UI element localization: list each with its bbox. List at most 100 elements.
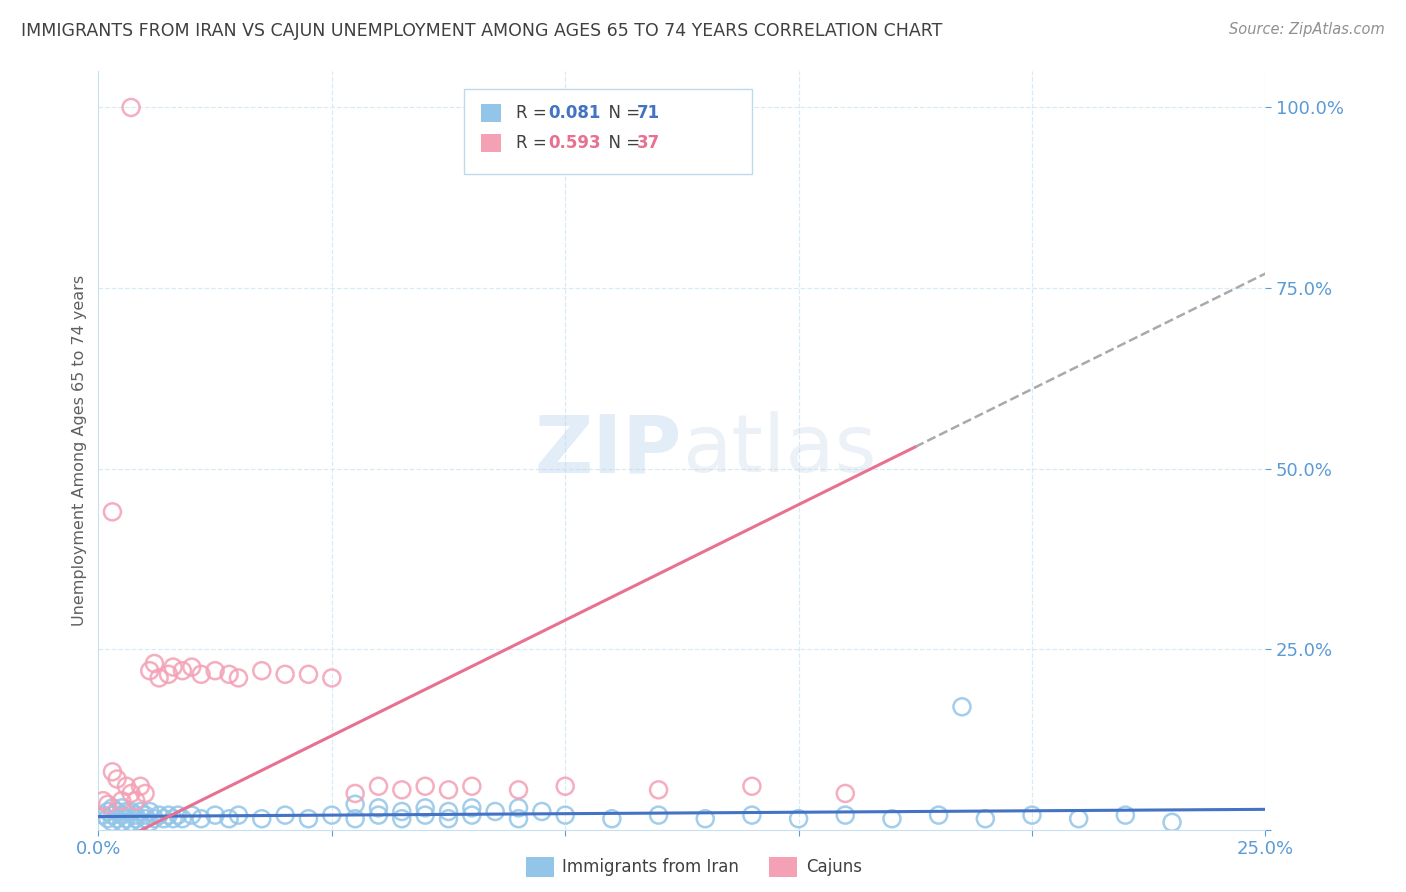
Text: Cajuns: Cajuns [806, 858, 862, 876]
Text: 0.081: 0.081 [548, 104, 600, 122]
Point [105, 805, 128, 819]
Text: Immigrants from Iran: Immigrants from Iran [562, 858, 740, 876]
Point [139, 805, 162, 819]
Point [101, 801, 124, 815]
Point [391, 782, 413, 797]
Point [250, 812, 273, 826]
Point [101, 808, 124, 822]
Text: N =: N = [598, 104, 645, 122]
Point [461, 808, 484, 822]
Point [508, 812, 530, 826]
Y-axis label: Unemployment Among Ages 65 to 74 years: Unemployment Among Ages 65 to 74 years [72, 275, 87, 626]
Point [741, 808, 763, 822]
Point [125, 808, 148, 822]
Point [111, 801, 134, 815]
Text: R =: R = [516, 104, 553, 122]
Point [928, 808, 950, 822]
Point [97, 812, 120, 826]
Point [172, 812, 194, 826]
Point [437, 782, 460, 797]
Point [321, 808, 343, 822]
Point [129, 815, 152, 830]
Point [120, 787, 142, 801]
Point [180, 660, 202, 674]
Point [162, 812, 184, 826]
Text: ZIP: ZIP [534, 411, 682, 490]
Point [344, 787, 367, 801]
Point [148, 671, 170, 685]
Point [190, 812, 212, 826]
Point [1114, 808, 1136, 822]
Point [461, 779, 484, 793]
Point [204, 808, 226, 822]
Point [162, 660, 184, 674]
Point [1067, 812, 1090, 826]
Point [120, 100, 142, 114]
Text: Source: ZipAtlas.com: Source: ZipAtlas.com [1229, 22, 1385, 37]
Point [129, 779, 152, 793]
Point [530, 805, 553, 819]
Point [218, 667, 240, 681]
Point [391, 812, 413, 826]
Point [950, 699, 973, 714]
Point [508, 801, 530, 815]
Text: IMMIGRANTS FROM IRAN VS CAJUN UNEMPLOYMENT AMONG AGES 65 TO 74 YEARS CORRELATION: IMMIGRANTS FROM IRAN VS CAJUN UNEMPLOYME… [21, 22, 942, 40]
Point [105, 812, 128, 826]
Point [218, 812, 240, 826]
Text: R =: R = [516, 134, 553, 152]
Point [787, 812, 810, 826]
Point [344, 797, 367, 812]
Point [274, 808, 297, 822]
Point [1161, 815, 1184, 830]
Point [101, 815, 124, 830]
Point [880, 812, 903, 826]
Point [461, 801, 484, 815]
Point [391, 805, 413, 819]
Point [111, 815, 134, 830]
Point [367, 801, 389, 815]
Point [134, 808, 156, 822]
Point [508, 782, 530, 797]
Point [152, 812, 174, 826]
Point [157, 808, 180, 822]
Point [647, 808, 669, 822]
Point [115, 812, 138, 826]
Point [190, 667, 212, 681]
Point [437, 805, 460, 819]
Point [413, 808, 436, 822]
Point [115, 805, 138, 819]
Point [228, 671, 250, 685]
Point [250, 664, 273, 678]
Point [321, 671, 343, 685]
Point [741, 779, 763, 793]
Point [274, 667, 297, 681]
Point [111, 794, 134, 808]
Text: 0.593: 0.593 [548, 134, 600, 152]
Point [297, 667, 319, 681]
Point [125, 812, 148, 826]
Point [97, 797, 120, 812]
Point [413, 801, 436, 815]
Point [129, 805, 152, 819]
Point [139, 664, 162, 678]
Text: atlas: atlas [682, 411, 876, 490]
Point [166, 808, 188, 822]
Text: 71: 71 [637, 104, 659, 122]
Point [115, 779, 138, 793]
Point [834, 787, 856, 801]
Point [297, 812, 319, 826]
Point [120, 805, 142, 819]
Point [834, 808, 856, 822]
Point [554, 779, 576, 793]
Point [172, 664, 194, 678]
Point [101, 505, 124, 519]
Point [367, 779, 389, 793]
Point [111, 808, 134, 822]
Point [143, 657, 166, 671]
Point [120, 815, 142, 830]
Point [125, 794, 148, 808]
Point [101, 764, 124, 779]
Point [139, 815, 162, 830]
Text: N =: N = [598, 134, 645, 152]
Point [91, 794, 114, 808]
